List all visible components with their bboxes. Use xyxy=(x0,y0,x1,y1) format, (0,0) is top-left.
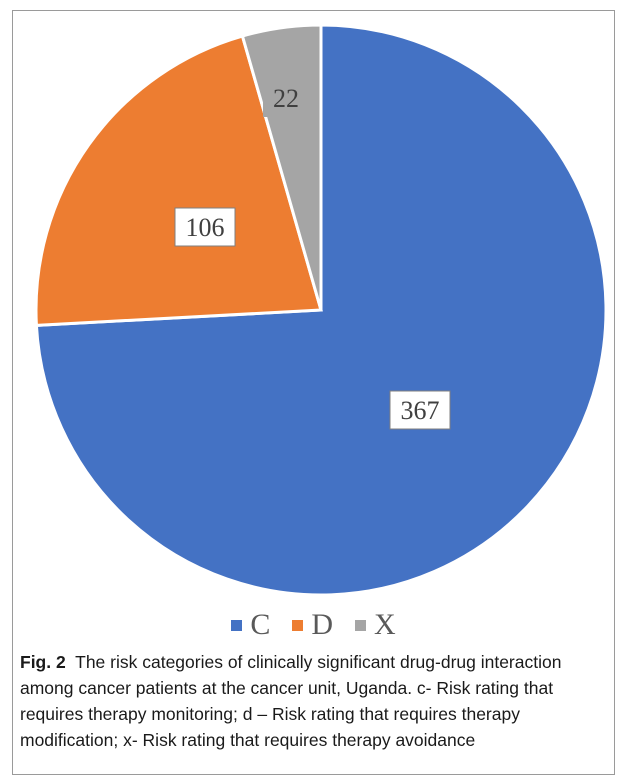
svg-text:367: 367 xyxy=(401,396,440,425)
svg-text:22: 22 xyxy=(273,84,299,113)
figure-caption: Fig. 2 The risk categories of clinically… xyxy=(20,649,610,753)
legend-swatch-d xyxy=(292,619,304,631)
legend-label-d: D xyxy=(311,608,333,641)
legend-item-x: X xyxy=(355,608,396,642)
legend-swatch-c xyxy=(231,619,243,631)
legend-label-x: X xyxy=(374,608,396,641)
svg-text:106: 106 xyxy=(186,213,225,242)
legend-label-c: C xyxy=(250,608,271,641)
figure-frame xyxy=(12,10,615,775)
legend-swatch-x xyxy=(355,619,366,631)
data-label-c: 367 xyxy=(389,390,451,430)
data-label-x: 22 xyxy=(263,79,309,117)
caption-text: The risk categories of clinically signif… xyxy=(20,652,562,750)
pie-chart: 367 106 22 xyxy=(34,23,608,597)
data-label-d: 106 xyxy=(174,207,236,247)
figure-label: Fig. 2 xyxy=(20,652,66,672)
legend-item-c: C xyxy=(231,608,270,642)
pie-slice-d xyxy=(34,34,323,327)
legend-item-d: D xyxy=(292,608,333,642)
